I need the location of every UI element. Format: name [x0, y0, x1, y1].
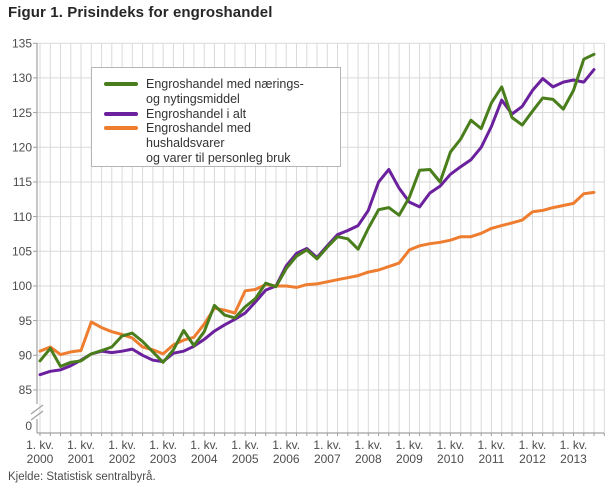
- svg-text:2011: 2011: [478, 452, 504, 466]
- svg-text:2001: 2001: [68, 452, 95, 466]
- svg-text:1. kv.: 1. kv.: [478, 438, 506, 452]
- svg-text:135: 135: [12, 37, 32, 51]
- svg-text:85: 85: [19, 383, 33, 397]
- svg-text:1. kv.: 1. kv.: [190, 438, 218, 452]
- svg-text:1. kv.: 1. kv.: [272, 438, 300, 452]
- svg-text:2010: 2010: [437, 452, 464, 466]
- legend-line-swatch-purple: [104, 111, 138, 116]
- svg-text:2006: 2006: [273, 452, 300, 466]
- chart-legend: Engroshandel med nærings- og nytingsmidd…: [91, 67, 341, 167]
- legend-label-line1: Engroshandel i alt: [146, 106, 247, 121]
- legend-label-line1: Engroshandel med nærings-: [146, 77, 304, 91]
- svg-text:1. kv.: 1. kv.: [67, 438, 95, 452]
- svg-text:95: 95: [19, 314, 33, 328]
- svg-text:1. kv.: 1. kv.: [519, 438, 547, 452]
- svg-text:1. kv.: 1. kv.: [108, 438, 136, 452]
- svg-text:105: 105: [12, 245, 32, 259]
- svg-text:100: 100: [12, 279, 32, 293]
- legend-item-i-alt: Engroshandel i alt: [104, 107, 332, 122]
- svg-text:115: 115: [13, 175, 32, 189]
- legend-label: Engroshandel med nærings- og nytingsmidd…: [146, 77, 304, 107]
- svg-text:0: 0: [25, 419, 32, 433]
- svg-text:1. kv.: 1. kv.: [437, 438, 465, 452]
- legend-label-line2: og nytingsmiddel: [146, 91, 240, 106]
- svg-text:2002: 2002: [109, 452, 136, 466]
- svg-text:1. kv.: 1. kv.: [354, 438, 382, 452]
- legend-item-naerings-nytingsmiddel: Engroshandel med nærings- og nytingsmidd…: [104, 77, 332, 107]
- svg-text:2009: 2009: [396, 452, 423, 466]
- svg-text:1. kv.: 1. kv.: [313, 438, 341, 452]
- legend-item-hushaldsvarer: Engroshandel med hushaldsvarer og varer …: [104, 121, 332, 165]
- svg-text:1. kv.: 1. kv.: [149, 438, 177, 452]
- legend-line-swatch-green: [104, 82, 138, 86]
- svg-text:2012: 2012: [519, 452, 546, 466]
- svg-text:120: 120: [12, 141, 32, 155]
- svg-text:90: 90: [19, 349, 33, 363]
- svg-text:2004: 2004: [191, 452, 218, 466]
- svg-text:125: 125: [12, 106, 32, 120]
- svg-text:1. kv.: 1. kv.: [396, 438, 424, 452]
- legend-label: Engroshandel i alt: [146, 107, 246, 122]
- svg-text:1. kv.: 1. kv.: [231, 438, 259, 452]
- svg-text:2007: 2007: [314, 452, 341, 466]
- figure-title: Figur 1. Prisindeks for engroshandel: [8, 4, 273, 21]
- legend-line-swatch-orange: [104, 126, 138, 131]
- svg-text:130: 130: [12, 71, 32, 85]
- svg-text:2003: 2003: [150, 452, 177, 466]
- svg-text:1. kv.: 1. kv.: [560, 438, 588, 452]
- source-credit: Kjelde: Statistisk sentralbyrå.: [8, 471, 156, 483]
- svg-text:110: 110: [13, 210, 32, 224]
- svg-text:2008: 2008: [355, 452, 382, 466]
- svg-text:2005: 2005: [232, 452, 259, 466]
- svg-text:2013: 2013: [560, 452, 587, 466]
- legend-label: Engroshandel med hushaldsvarer og varer …: [146, 121, 332, 165]
- legend-label-line2: og varer til personleg bruk: [146, 150, 291, 165]
- svg-text:2000: 2000: [27, 452, 54, 466]
- legend-label-line1: Engroshandel med hushaldsvarer: [146, 121, 251, 150]
- svg-text:1. kv.: 1. kv.: [26, 438, 54, 452]
